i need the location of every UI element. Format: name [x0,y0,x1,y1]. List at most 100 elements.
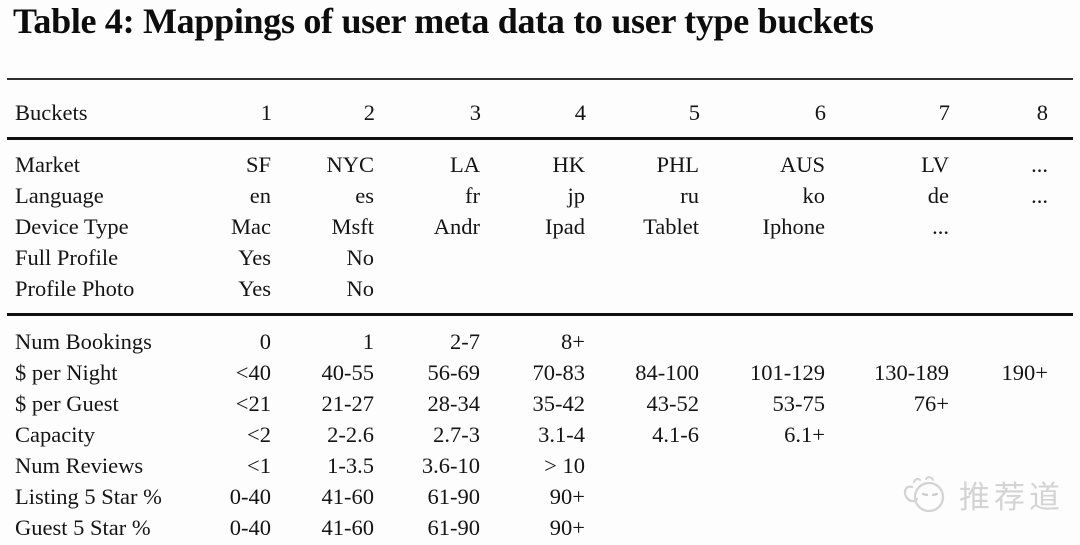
cell: Msft [331,214,374,239]
cell: 53-75 [772,391,826,416]
cell: 0 [259,329,271,354]
cell: 3.6-10 [421,453,480,478]
cell [586,242,700,273]
row-label: $ per Guest [15,391,119,416]
cell: 90+ [549,484,585,509]
cell: 40-55 [321,360,375,385]
cell: 101-129 [750,360,825,385]
cell [826,273,950,315]
row-label: $ per Night [15,360,118,385]
header-col-6: 6 [814,100,826,125]
cell [700,450,826,481]
cell [586,450,700,481]
cell: Yes [238,276,271,301]
cell: LV [921,152,949,177]
cell: Iphone [762,214,825,239]
header-col-1: 1 [260,100,272,125]
cell: LA [450,152,480,177]
cell: <2 [247,422,271,447]
header-col-4: 4 [574,100,586,125]
cell: es [355,183,374,208]
cell: 90+ [549,515,585,540]
cell: No [346,245,375,270]
cell [586,273,700,315]
cell [950,419,1073,450]
cell [481,273,586,315]
table-row-profile-photo: Profile Photo Yes No [7,273,1073,315]
cell: 2-2.6 [327,422,374,447]
cell [586,512,700,543]
cell [375,242,481,273]
cell: <1 [247,453,271,478]
header-col-8: 8 [1036,100,1048,125]
cell [826,315,950,358]
row-label: Guest 5 Star % [15,515,151,540]
cell [700,512,826,543]
cell: No [346,276,375,301]
cell: 1 [362,329,374,354]
table-row-capacity: Capacity <2 2-2.6 2.7-3 3.1-4 4.1-6 6.1+ [7,419,1073,450]
header-label: Buckets [15,100,88,125]
row-label: Capacity [15,422,95,447]
row-label: Num Reviews [15,453,144,478]
cell: Andr [433,214,480,239]
cell: <40 [235,360,271,385]
cell: 0-40 [229,515,271,540]
cell: 76+ [913,391,949,416]
cell: > 10 [544,453,585,478]
cell [826,242,950,273]
cell: HK [552,152,586,177]
table-row-guest-5-star: Guest 5 Star % 0-40 41-60 61-90 90+ [7,512,1073,543]
table-row-num-bookings: Num Bookings 0 1 2-7 8+ [7,315,1073,358]
cell: ... [932,214,949,239]
cell: Mac [231,214,271,239]
cell: 61-90 [427,515,481,540]
cell: en [249,183,271,208]
cell [950,273,1073,315]
cell: 43-52 [646,391,700,416]
section-activity-stats: Num Bookings 0 1 2-7 8+ $ per Night <40 … [7,314,1073,544]
cell: jp [567,183,585,208]
header-col-3: 3 [469,100,481,125]
cell: Tablet [643,214,699,239]
table-row-full-profile: Full Profile Yes No [7,242,1073,273]
cell: SF [245,152,271,177]
row-label: Profile Photo [15,276,135,301]
user-type-buckets-table: Buckets 1 2 3 4 5 6 7 8 Market SF NYC LA… [7,78,1073,543]
watermark-text: 推荐道 [959,479,1064,515]
cell: ko [802,183,826,208]
cell: 70-83 [532,360,586,385]
cell [950,388,1073,419]
cell: AUS [779,152,825,177]
header-col-5: 5 [688,100,700,125]
cell: ru [680,183,699,208]
cell [586,315,700,358]
cell: 28-34 [427,391,481,416]
cell: 190+ [1001,360,1048,385]
cell: 84-100 [635,360,699,385]
cell [481,242,586,273]
header-col-2: 2 [363,100,375,125]
cell [950,315,1073,358]
cell: 2.7-3 [433,422,480,447]
cell: 8+ [561,329,585,354]
cell: ... [1031,183,1048,208]
table-row-num-reviews: Num Reviews <1 1-3.5 3.6-10 > 10 [7,450,1073,481]
cell: 35-42 [532,391,586,416]
cell [950,242,1073,273]
table-row-price-per-night: $ per Night <40 40-55 56-69 70-83 84-100… [7,357,1073,388]
cell: 0-40 [229,484,271,509]
cell: Ipad [545,214,585,239]
row-label: Language [15,183,104,208]
table-row-price-per-guest: $ per Guest <21 21-27 28-34 35-42 43-52 … [7,388,1073,419]
cell: 2-7 [450,329,480,354]
cell: NYC [326,152,374,177]
cell: 1-3.5 [327,453,374,478]
cell: de [927,183,949,208]
cell: 41-60 [321,484,375,509]
table-row-listing-5-star: Listing 5 Star % 0-40 41-60 61-90 90+ [7,481,1073,512]
header-row: Buckets 1 2 3 4 5 6 7 8 [7,79,1073,139]
cell [700,315,826,358]
cell: 4.1-6 [652,422,699,447]
row-label: Num Bookings [15,329,152,354]
